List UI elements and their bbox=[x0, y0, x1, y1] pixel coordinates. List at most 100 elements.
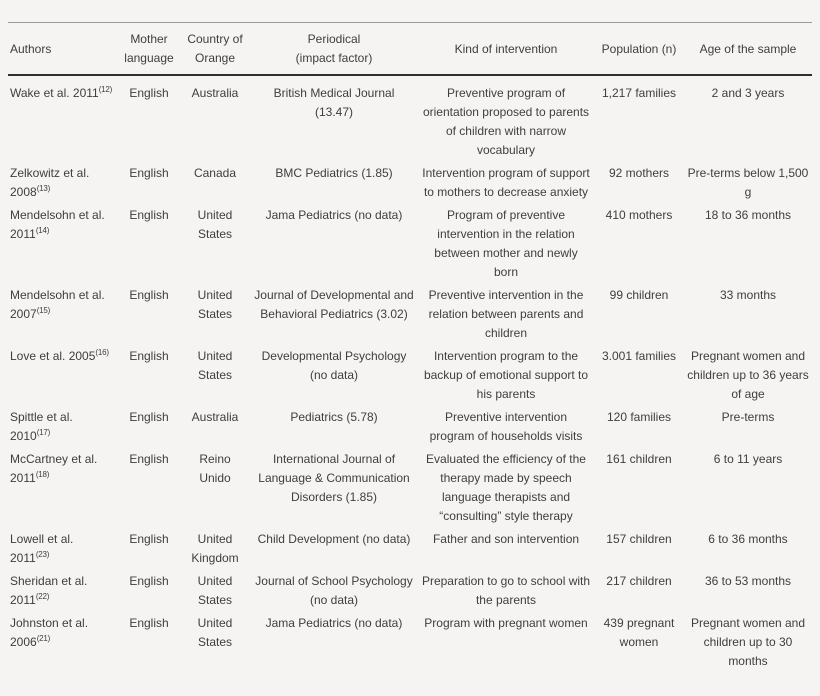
table-row: McCartney et al. 2011(18) English Reino Un… bbox=[8, 450, 812, 530]
cell-country: United States bbox=[197, 208, 233, 241]
cell-intervention: Preventive intervention in the relation … bbox=[428, 288, 584, 340]
table-body: Wake et al. 2011(12) English Australia Brit… bbox=[8, 75, 812, 675]
reference-superscript: (16) bbox=[95, 348, 109, 357]
column-header-authors: Authors bbox=[8, 22, 118, 76]
cell-age: 33 months bbox=[719, 288, 777, 302]
cell-population: 217 children bbox=[606, 574, 672, 588]
cell-periodical: Developmental Psychology (no data) bbox=[261, 349, 407, 382]
header-row: Authors Mother language Country of Orange P… bbox=[8, 22, 812, 76]
cell-periodical: BMC Pediatrics (1.85) bbox=[275, 166, 393, 180]
cell-language: English bbox=[129, 166, 169, 180]
reference-superscript: (13) bbox=[36, 184, 51, 193]
cell-language: English bbox=[129, 532, 169, 546]
cell-periodical: International Journal of Language & Comm… bbox=[258, 452, 410, 504]
table-row: Spittle et al. 2010(17) English Australia P… bbox=[8, 408, 812, 450]
cell-periodical: British Medical Journal (13.47) bbox=[273, 86, 395, 119]
cell-language: English bbox=[129, 410, 169, 424]
reference-superscript: (21) bbox=[36, 634, 51, 643]
reference-superscript: (22) bbox=[35, 592, 50, 601]
cell-intervention: Preparation to go to school with the par… bbox=[421, 574, 591, 607]
cell-country: Reino Unido bbox=[199, 452, 231, 485]
cell-intervention: Preventive intervention program of house… bbox=[429, 410, 583, 443]
cell-population: 99 children bbox=[609, 288, 669, 302]
cell-population: 92 mothers bbox=[608, 166, 670, 180]
cell-intervention: Father and son intervention bbox=[432, 532, 580, 546]
column-header-country: Country of Orange bbox=[180, 22, 250, 76]
cell-age: 2 and 3 years bbox=[711, 86, 785, 100]
cell-age: 6 to 11 years bbox=[713, 452, 783, 466]
cell-population: 161 children bbox=[606, 452, 672, 466]
cell-language: English bbox=[129, 86, 169, 100]
cell-periodical: Jama Pediatrics (no data) bbox=[265, 616, 403, 630]
cell-country: United States bbox=[197, 616, 233, 649]
cell-intervention: Program with pregnant women bbox=[424, 616, 588, 630]
cell-age: Pre-terms below 1,500 g bbox=[687, 166, 809, 199]
cell-age: Pregnant women and children up to 30 mon… bbox=[690, 616, 806, 668]
cell-country: Australia bbox=[191, 86, 239, 100]
column-header-intervention: Kind of intervention bbox=[418, 22, 594, 76]
reference-superscript: (14) bbox=[35, 226, 50, 235]
table-row: Mendelsohn et al. 2007(15) English United … bbox=[8, 286, 812, 347]
cell-author: Wake et al. 2011(12) bbox=[10, 85, 113, 101]
table-row: Love et al. 2005(16) English United States… bbox=[8, 347, 812, 408]
cell-periodical: Child Development (no data) bbox=[257, 532, 411, 546]
reference-superscript: (17) bbox=[36, 428, 51, 437]
cell-country: Australia bbox=[191, 410, 239, 424]
cell-country: Canada bbox=[193, 166, 237, 180]
reference-superscript: (23) bbox=[35, 550, 50, 559]
column-header-language: Mother language bbox=[118, 22, 180, 76]
cell-age: Pregnant women and children up to 36 yea… bbox=[687, 349, 809, 401]
cell-author: Spittle et al. 2010(17) bbox=[10, 410, 73, 443]
cell-author: Zelkowitz et al. 2008(13) bbox=[10, 166, 90, 199]
studies-table: Authors Mother language Country of Orange P… bbox=[8, 22, 812, 675]
cell-language: English bbox=[129, 574, 169, 588]
cell-author: Sheridan et al. 2011(22) bbox=[10, 574, 88, 607]
cell-author: McCartney et al. 2011(18) bbox=[10, 452, 98, 485]
cell-intervention: Evaluated the efficiency of the therapy … bbox=[426, 452, 586, 523]
cell-periodical: Jama Pediatrics (no data) bbox=[265, 208, 403, 222]
table-row: Lowell et al. 2011(23) English United King… bbox=[8, 530, 812, 572]
reference-superscript: (12) bbox=[98, 85, 113, 94]
cell-population: 1,217 families bbox=[601, 86, 677, 100]
cell-author: Mendelsohn et al. 2011(14) bbox=[10, 208, 105, 241]
cell-language: English bbox=[129, 616, 169, 630]
table-header: Authors Mother language Country of Orange P… bbox=[8, 22, 812, 76]
cell-age: 6 to 36 months bbox=[708, 532, 788, 546]
cell-age: 36 to 53 months bbox=[704, 574, 792, 588]
table-row: Sheridan et al. 2011(22) English United St… bbox=[8, 572, 812, 614]
reference-superscript: (15) bbox=[36, 306, 51, 315]
cell-author: Johnston et al. 2006(21) bbox=[10, 616, 89, 649]
cell-intervention: Program of preventive intervention in th… bbox=[434, 208, 578, 279]
cell-author: Mendelsohn et al. 2007(15) bbox=[10, 288, 105, 321]
column-header-periodical: Periodical (impact factor) bbox=[250, 22, 418, 76]
cell-age: 18 to 36 months bbox=[704, 208, 792, 222]
cell-country: United Kingdom bbox=[191, 532, 239, 565]
cell-language: English bbox=[129, 208, 169, 222]
table-row: Wake et al. 2011(12) English Australia Brit… bbox=[8, 75, 812, 164]
cell-age: Pre-terms bbox=[721, 410, 775, 424]
column-header-age: Age of the sample bbox=[684, 22, 812, 76]
cell-intervention: Intervention program to the backup of em… bbox=[423, 349, 589, 401]
cell-language: English bbox=[129, 288, 169, 302]
table-row: Zelkowitz et al. 2008(13) English Canada BM… bbox=[8, 164, 812, 206]
cell-intervention: Intervention program of support to mothe… bbox=[422, 166, 590, 199]
cell-population: 120 families bbox=[606, 410, 672, 424]
table-row: Mendelsohn et al. 2011(14) English United … bbox=[8, 206, 812, 286]
cell-population: 439 pregnant women bbox=[603, 616, 675, 649]
cell-periodical: Journal of School Psychology (no data) bbox=[255, 574, 413, 607]
cell-intervention: Preventive program of orientation propos… bbox=[422, 86, 590, 157]
cell-language: English bbox=[129, 452, 169, 466]
cell-country: United States bbox=[197, 574, 233, 607]
cell-country: United States bbox=[197, 349, 233, 382]
cell-language: English bbox=[129, 349, 169, 363]
column-header-population: Population (n) bbox=[594, 22, 684, 76]
cell-author: Lowell et al. 2011(23) bbox=[10, 532, 74, 565]
cell-periodical: Journal of Developmental and Behavioral … bbox=[254, 288, 414, 321]
cell-population: 157 children bbox=[606, 532, 672, 546]
cell-country: United States bbox=[197, 288, 233, 321]
cell-population: 410 mothers bbox=[605, 208, 673, 222]
reference-superscript: (18) bbox=[35, 470, 50, 479]
table-row: Johnston et al. 2006(21) English United St… bbox=[8, 614, 812, 675]
cell-author: Love et al. 2005(16) bbox=[10, 348, 109, 364]
cell-population: 3.001 families bbox=[601, 349, 677, 363]
